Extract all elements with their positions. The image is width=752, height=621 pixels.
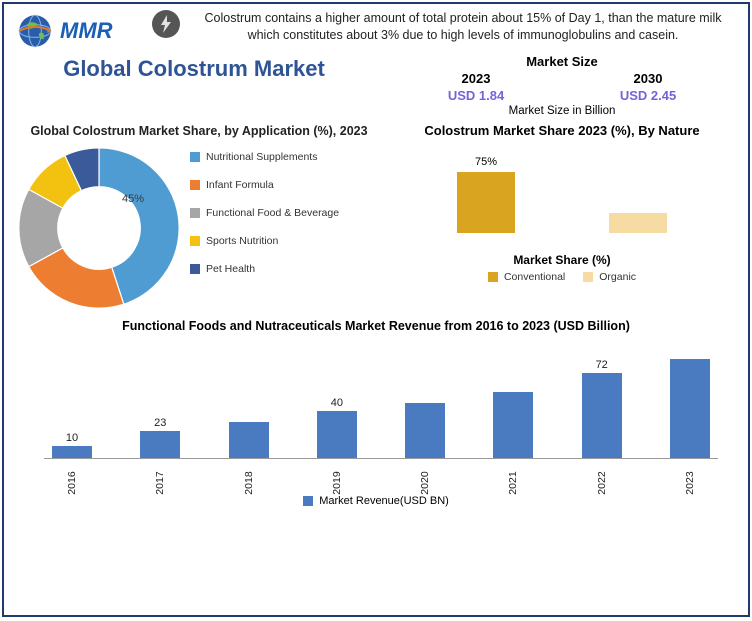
globe-icon <box>14 10 56 52</box>
main-title: Global Colostrum Market <box>4 56 384 119</box>
legend-swatch <box>190 152 200 162</box>
legend-label: Sports Nutrition <box>206 235 278 247</box>
revenue-bar <box>582 373 622 458</box>
revenue-bar-value: 40 <box>331 397 343 409</box>
brand-text: MMR <box>60 18 113 44</box>
donut-legend-item: Nutritional Supplements <box>190 151 384 163</box>
legend-label: Pet Health <box>206 263 255 275</box>
revenue-category-label: 2023 <box>684 455 696 511</box>
revenue-bar-wrap: 40 <box>309 397 365 458</box>
revenue-category-label: 2016 <box>66 455 78 511</box>
nature-legend: Conventional Organic <box>390 271 734 283</box>
revenue-bar <box>405 403 445 458</box>
revenue-bar-wrap <box>662 359 718 458</box>
donut-chart: 45% <box>14 143 184 313</box>
ms-val-0: USD 1.84 <box>448 88 504 103</box>
revenue-bar-value: 10 <box>66 432 78 444</box>
legend-label: Nutritional Supplements <box>206 151 317 163</box>
market-size-values: USD 1.84 USD 2.45 <box>390 88 734 103</box>
nature-panel: Colostrum Market Share 2023 (%), By Natu… <box>384 123 734 313</box>
legend-label: Infant Formula <box>206 179 274 191</box>
revenue-bar-value: 72 <box>596 359 608 371</box>
ms-val-1: USD 2.45 <box>620 88 676 103</box>
nature-bar-value: 75% <box>457 156 515 168</box>
nature-bar: 75% <box>457 172 515 234</box>
nature-bar <box>609 213 667 234</box>
revenue-bar-chart: 10234072 2016201720182019202020212022202… <box>24 339 728 493</box>
legend-swatch <box>190 264 200 274</box>
revenue-legend-swatch <box>303 496 313 506</box>
header-row: MMR Colostrum contains a higher amount o… <box>4 4 748 54</box>
revenue-title: Functional Foods and Nutraceuticals Mark… <box>24 319 728 333</box>
donut-legend: Nutritional Supplements Infant Formula Fun… <box>184 143 384 313</box>
revenue-category-label: 2022 <box>596 455 608 511</box>
revenue-bar-wrap: 72 <box>574 359 630 458</box>
nature-legend-item: Conventional <box>488 271 565 283</box>
revenue-category-label: 2020 <box>419 455 431 511</box>
legend-swatch <box>583 272 593 282</box>
revenue-bar-wrap <box>397 403 453 458</box>
donut-legend-item: Pet Health <box>190 263 384 275</box>
nature-axis-label: Market Share (%) <box>390 253 734 267</box>
market-size-subtitle: Market Size in Billion <box>390 105 734 117</box>
donut-center-label: 45% <box>122 193 144 205</box>
legend-swatch <box>190 236 200 246</box>
donut-title: Global Colostrum Market Share, by Applic… <box>14 123 384 139</box>
market-size-years: 2023 2030 <box>390 71 734 86</box>
legend-label: Functional Food & Beverage <box>206 207 339 219</box>
revenue-bar-value: 23 <box>154 417 166 429</box>
revenue-bar-wrap <box>221 422 277 459</box>
revenue-bar <box>670 359 710 458</box>
infographic-frame: MMR Colostrum contains a higher amount o… <box>2 2 750 617</box>
revenue-category-label: 2019 <box>331 455 343 511</box>
legend-swatch <box>488 272 498 282</box>
revenue-category-label: 2021 <box>507 455 519 511</box>
revenue-legend: Market Revenue(USD BN) <box>24 495 728 507</box>
legend-swatch <box>190 208 200 218</box>
revenue-bar <box>317 411 357 458</box>
donut-legend-item: Infant Formula <box>190 179 384 191</box>
header-description: Colostrum contains a higher amount of to… <box>188 10 738 44</box>
revenue-bar-wrap: 23 <box>132 417 188 458</box>
revenue-panel: Functional Foods and Nutraceuticals Mark… <box>4 313 748 507</box>
revenue-category-label: 2018 <box>243 455 255 511</box>
revenue-category-label: 2017 <box>154 455 166 511</box>
market-size-heading: Market Size <box>390 54 734 69</box>
nature-legend-item: Organic <box>583 271 636 283</box>
legend-label: Conventional <box>504 271 565 283</box>
revenue-bar <box>493 392 533 458</box>
legend-swatch <box>190 180 200 190</box>
legend-label: Organic <box>599 271 636 283</box>
ms-year-1: 2030 <box>634 71 663 86</box>
bolt-icon <box>152 10 180 38</box>
donut-legend-item: Sports Nutrition <box>190 235 384 247</box>
mid-section: Global Colostrum Market Share, by Applic… <box>4 123 748 313</box>
donut-legend-item: Functional Food & Beverage <box>190 207 384 219</box>
nature-bar-chart: 75% <box>410 141 714 251</box>
nature-title: Colostrum Market Share 2023 (%), By Natu… <box>390 123 734 139</box>
logo-area: MMR <box>14 10 144 52</box>
donut-panel: Global Colostrum Market Share, by Applic… <box>14 123 384 313</box>
revenue-bar <box>229 422 269 459</box>
ms-year-0: 2023 <box>462 71 491 86</box>
revenue-bar-wrap <box>485 392 541 458</box>
